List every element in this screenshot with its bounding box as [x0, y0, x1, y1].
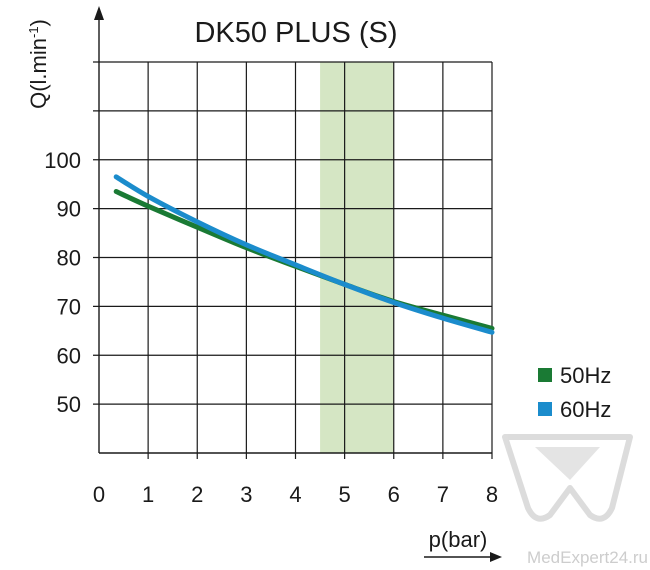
x-tick-label: 5	[339, 482, 351, 507]
series-layer	[113, 174, 495, 335]
y-axis-label-superscript: -1	[26, 26, 41, 38]
y-axis-arrow-icon	[94, 6, 104, 20]
gridlines	[93, 61, 493, 459]
x-tick-label: 6	[388, 482, 400, 507]
watermark-text: MedExpert24.ru	[527, 548, 648, 567]
x-tick-label: 0	[93, 482, 105, 507]
y-tick-labels: 50 60 70 80 90 100	[44, 148, 81, 417]
x-tick-label: 2	[191, 482, 203, 507]
y-tick-label: 80	[57, 246, 81, 271]
tooth-logo-inner-icon	[535, 447, 600, 480]
y-axis-label-close: )	[26, 19, 51, 26]
x-tick-label: 1	[142, 482, 154, 507]
y-tick-label: 50	[57, 392, 81, 417]
x-tick-label: 8	[486, 482, 498, 507]
legend-label-60hz: 60Hz	[560, 397, 611, 422]
x-axis-label: p(bar)	[429, 527, 488, 552]
legend-swatch-60hz	[538, 402, 552, 416]
legend-swatch-50hz	[538, 368, 552, 382]
x-tick-labels: 0 1 2 3 4 5 6 7 8	[93, 482, 498, 507]
y-tick-label: 90	[57, 197, 81, 222]
tooth-logo-icon	[502, 434, 633, 522]
legend: 50Hz 60Hz	[538, 363, 611, 422]
x-tick-label: 7	[437, 482, 449, 507]
y-tick-label: 60	[57, 343, 81, 368]
watermark: MedExpert24.ru	[502, 434, 648, 567]
y-tick-label: 100	[44, 148, 81, 173]
x-tick-label: 3	[240, 482, 252, 507]
x-axis-arrow-icon	[490, 552, 502, 562]
axes	[94, 6, 502, 562]
series-line-60hz	[113, 174, 495, 335]
legend-label-50hz: 50Hz	[560, 363, 611, 388]
x-tick-label: 4	[289, 482, 301, 507]
y-axis-label-base: Q(l.min	[26, 38, 51, 109]
y-axis-label: Q(l.min-1)	[26, 19, 51, 109]
chart-title: DK50 PLUS (S)	[194, 17, 397, 49]
y-tick-label: 70	[57, 294, 81, 319]
